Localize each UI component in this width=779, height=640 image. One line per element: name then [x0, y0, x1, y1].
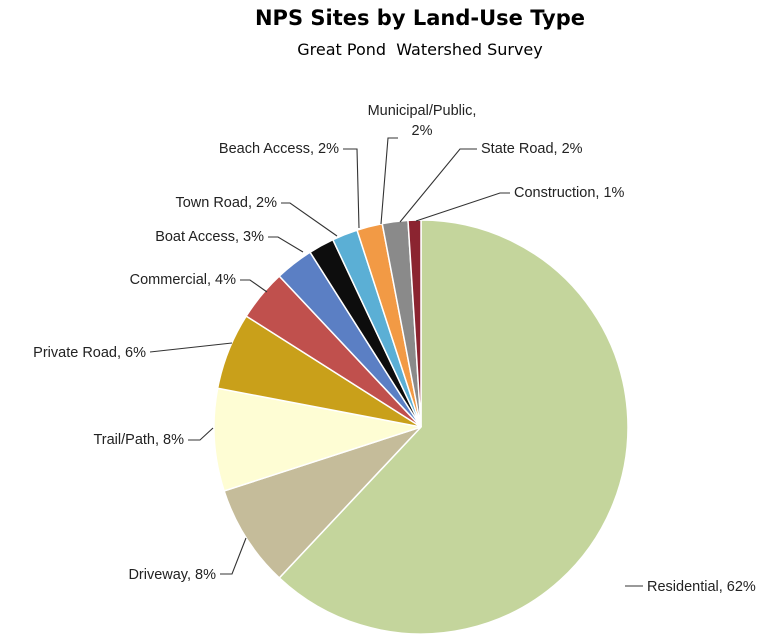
leader-line-commercial — [240, 279, 268, 293]
data-label-driveway: Driveway, 8% — [128, 567, 216, 583]
leader-line-state-road — [399, 148, 477, 223]
pie-slice-driveway — [223, 426, 422, 579]
data-label-municipal-public-line2: 2% — [412, 123, 433, 139]
data-label-boat-access: Boat Access, 3% — [155, 229, 264, 245]
data-label-construction: Construction, 1% — [514, 185, 625, 201]
data-label-beach-access: Beach Access, 2% — [219, 141, 339, 157]
data-label-commercial: Commercial, 4% — [130, 272, 236, 288]
data-label-state-road: State Road, 2% — [481, 141, 583, 157]
leader-line-private-road — [149, 342, 233, 353]
data-label-residential: Residential, 62% — [647, 579, 756, 595]
leader-line-beach-access — [343, 148, 360, 229]
data-label-town-road: Town Road, 2% — [175, 195, 277, 211]
leader-line-town-road — [281, 202, 338, 237]
pie-slice-construction — [407, 219, 422, 428]
chart-title: NPS Sites by Land-Use Type — [254, 6, 585, 30]
data-label-municipal-public-line1: Municipal/Public, — [368, 103, 477, 119]
chart-subtitle: Great Pond Watershed Survey — [297, 40, 543, 59]
pie-slice-trail-path — [213, 387, 422, 492]
leader-line-construction — [415, 192, 510, 222]
pie-slice-residential — [278, 219, 629, 635]
leader-line-boat-access — [268, 236, 304, 253]
data-label-private-road: Private Road, 6% — [33, 345, 146, 361]
leader-line-municipal-public — [380, 137, 398, 225]
leader-line-driveway — [220, 537, 247, 575]
leader-line-trail-path — [188, 427, 214, 441]
data-label-trail-path: Trail/Path, 8% — [93, 432, 184, 448]
